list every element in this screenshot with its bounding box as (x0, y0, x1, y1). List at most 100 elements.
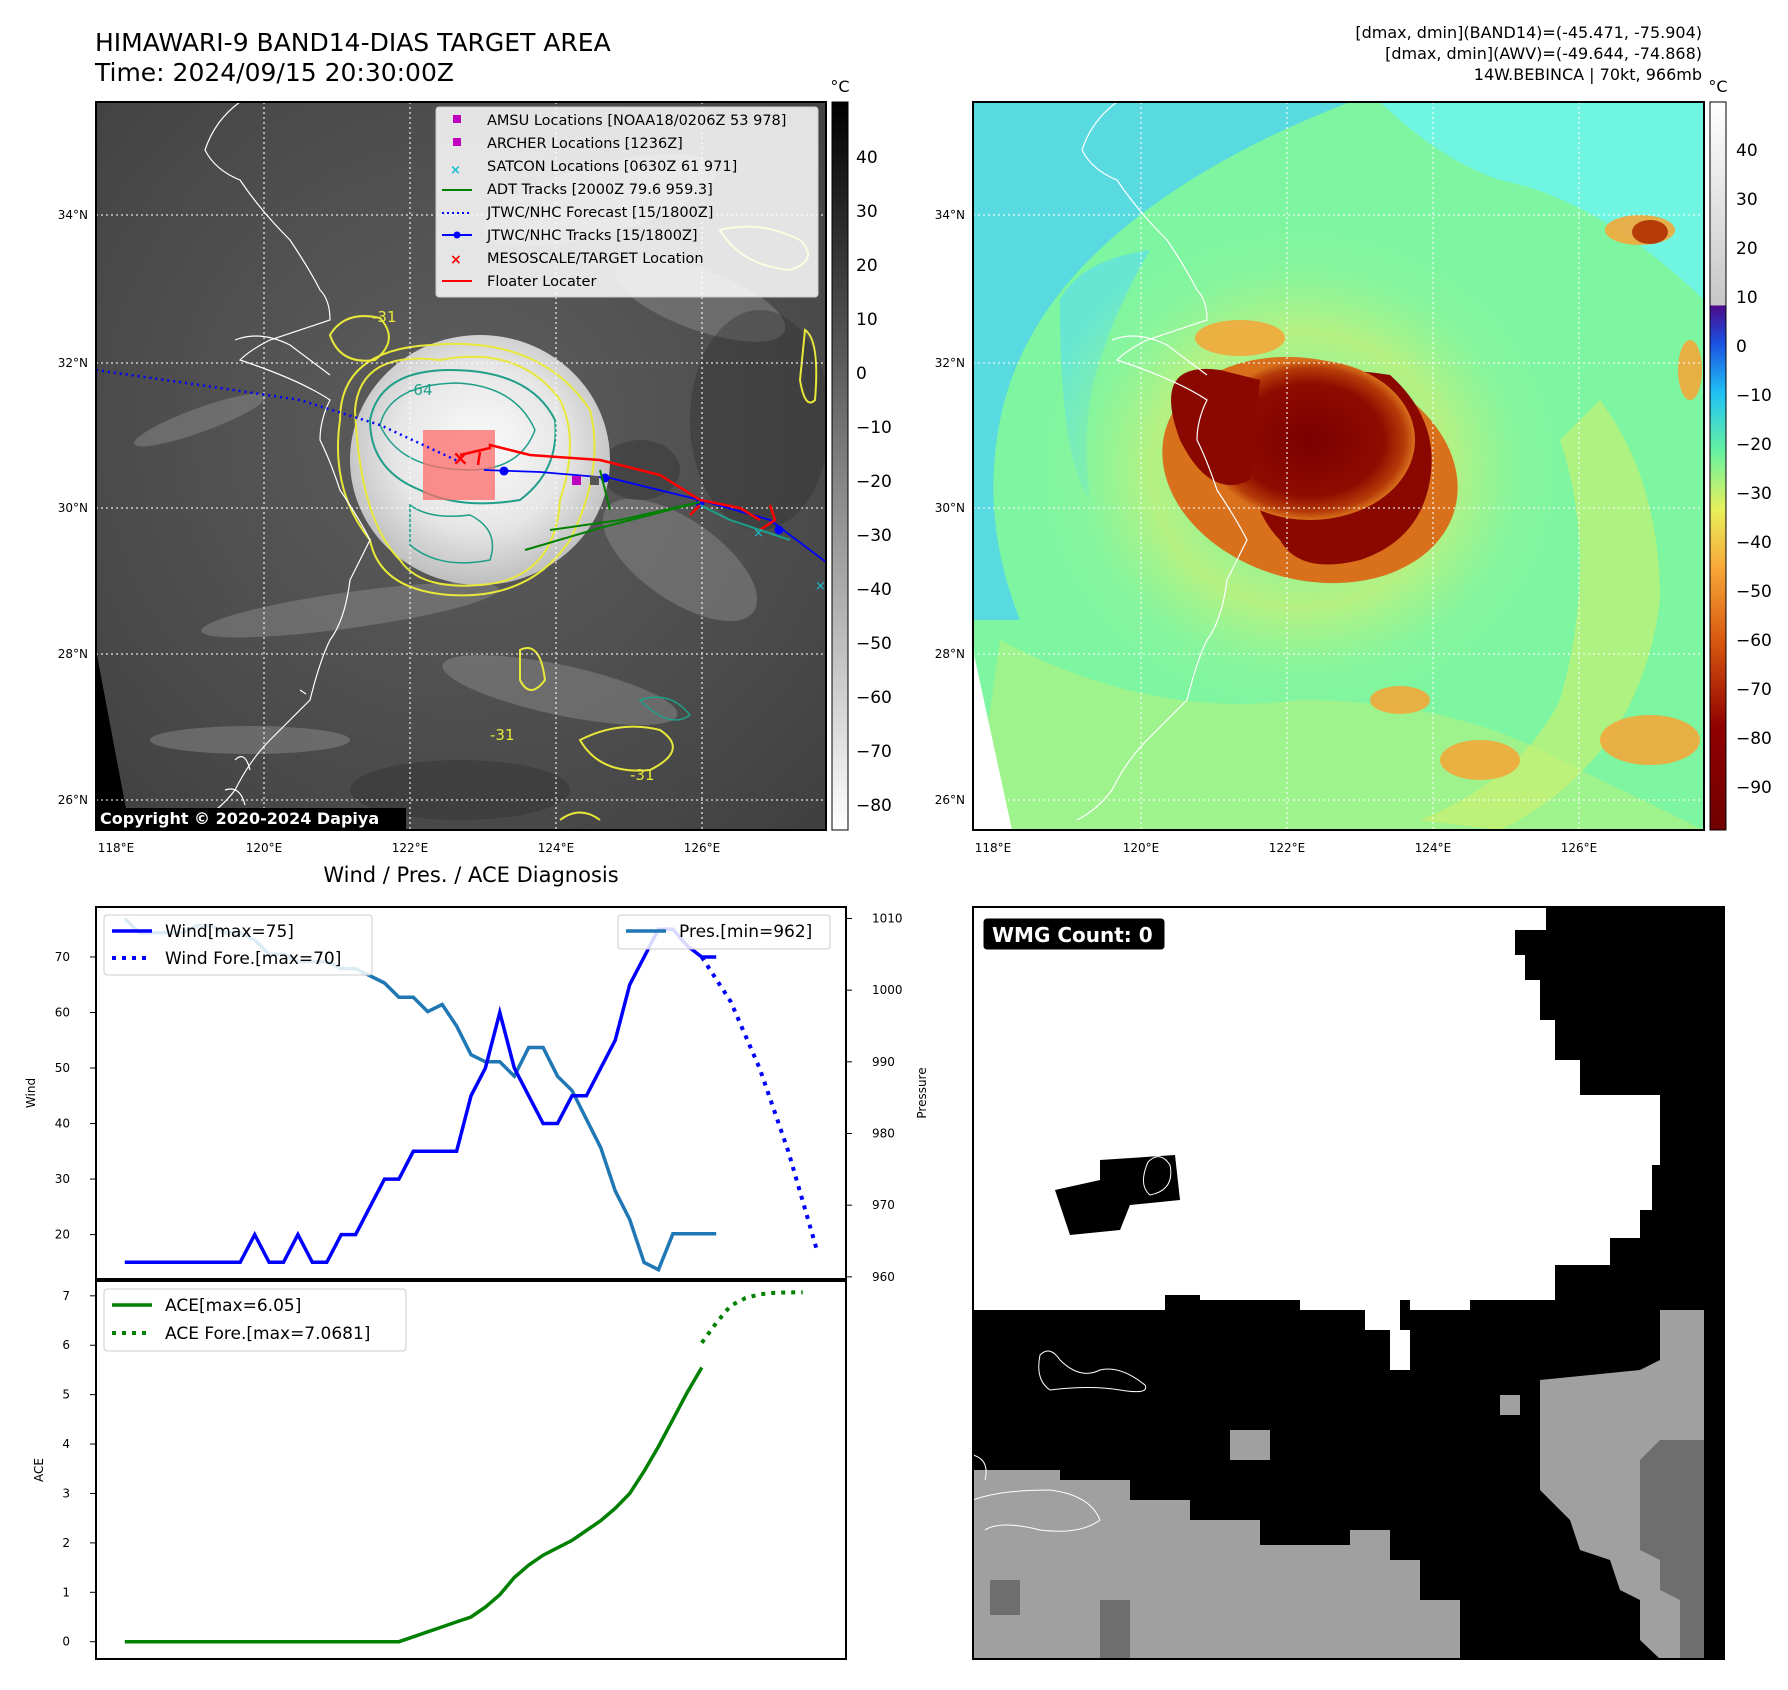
legend-label: AMSU Locations [NOAA18/0206Z 53 978] (487, 113, 786, 129)
lat-tick-label: 34°N (58, 208, 88, 222)
legend-label: ACE[max=6.05] (165, 1296, 301, 1316)
colorbar-tick: −60 (1736, 631, 1772, 651)
lon-tick-label: 124°E (1415, 841, 1452, 855)
wind-legend: Wind[max=75] Wind Fore.[max=70] (103, 914, 373, 976)
wmg-panel (973, 907, 1724, 1659)
colorbar-tick: −50 (856, 634, 892, 654)
wind-axis-ticks: 70 60 50 40 30 20 (55, 950, 96, 1242)
tick-label: 960 (872, 1270, 895, 1284)
legend-label: JTWC/NHC Tracks [15/1800Z] (486, 228, 698, 244)
legend-label: Wind Fore.[max=70] (165, 949, 341, 969)
ace-plot: 7 6 5 4 3 2 1 0 ACE ACE[max=6.05] ACE Fore.[max… (32, 1280, 847, 1660)
colorbar-tick: 0 (1736, 337, 1747, 357)
legend-label: MESOSCALE/TARGET Location (487, 251, 704, 267)
colorbar-unit: °C (830, 77, 849, 96)
awv-lon-ticks: 118°E 120°E 122°E 124°E 126°E (975, 841, 1598, 855)
tick-label: 6 (62, 1338, 70, 1352)
colorbar-tick: −50 (1736, 582, 1772, 602)
svg-text:×: × (815, 579, 826, 594)
colorbar-tick: −70 (1736, 680, 1772, 700)
lat-tick-label: 28°N (935, 647, 965, 661)
ace-axis-label: ACE (32, 1458, 46, 1482)
colorbar-tick: 40 (1736, 141, 1758, 161)
storm-info-text: 14W.BEBINCA | 70kt, 966mb (1474, 65, 1702, 84)
colorbar-tick: −40 (856, 580, 892, 600)
colorbar-tick: −40 (1736, 533, 1772, 553)
lon-tick-label: 122°E (1269, 841, 1306, 855)
ace-forecast-line (700, 1290, 803, 1344)
wind-axis-label: Wind (24, 1078, 38, 1108)
lat-tick-label: 28°N (58, 647, 88, 661)
lat-tick-label: 30°N (935, 501, 965, 515)
colorbar-tick: −20 (856, 472, 892, 492)
svg-text:×: × (452, 446, 469, 470)
ir-lat-ticks: 34°N 32°N 30°N 28°N 26°N (58, 208, 88, 807)
colorbar-tick: 40 (856, 148, 878, 168)
colorbar-tick: −70 (856, 742, 892, 762)
lat-tick-label: 34°N (935, 208, 965, 222)
awv-lat-ticks: 34°N 32°N 30°N 28°N 26°N (935, 208, 965, 807)
tick-label: 3 (62, 1486, 70, 1500)
contour-label: -31 (630, 766, 655, 784)
diagnosis-title: Wind / Pres. / ACE Diagnosis (323, 863, 618, 887)
colorbar-tick: −10 (1736, 386, 1772, 406)
figure-title: HIMAWARI-9 BAND14-DIAS TARGET AREA (95, 28, 611, 57)
colorbar-tick: −30 (1736, 484, 1772, 504)
wmg-panel-frame (972, 906, 1725, 1660)
tick-label: 980 (872, 1126, 895, 1140)
tick-label: 1 (62, 1585, 70, 1599)
tick-label: 30 (55, 1172, 70, 1186)
legend-label: JTWC/NHC Forecast [15/1800Z] (486, 205, 713, 221)
svg-text:×: × (753, 526, 764, 541)
pressure-axis-label: Pressure (915, 1067, 929, 1118)
colorbar-tick: 10 (856, 310, 878, 330)
legend-label: Pres.[min=962] (679, 922, 812, 942)
tick-label: 1010 (872, 911, 903, 925)
tick-label: 70 (55, 950, 70, 964)
legend-label: ARCHER Locations [1236Z] (487, 136, 683, 152)
tick-label: 970 (872, 1198, 895, 1212)
wmg-count-badge (982, 917, 1166, 951)
tick-label: 2 (62, 1536, 70, 1550)
lon-tick-label: 120°E (1123, 841, 1160, 855)
ace-axis-ticks: 7 6 5 4 3 2 1 0 (62, 1289, 96, 1649)
lon-tick-label: 120°E (246, 841, 283, 855)
legend-label: Wind[max=75] (165, 922, 294, 942)
awv-range-text: [dmax, dmin](AWV)=(-49.644, -74.868) (1385, 44, 1702, 63)
lat-tick-label: 32°N (58, 356, 88, 370)
ir-panel-frame (95, 101, 827, 831)
legend-label: ADT Tracks [2000Z 79.6 959.3] (487, 182, 713, 198)
figure-time: Time: 2024/09/15 20:30:00Z (94, 58, 454, 87)
legend-marker (453, 115, 461, 123)
lon-tick-label: 126°E (684, 841, 721, 855)
tick-label: 40 (55, 1117, 70, 1131)
colorbar-tick: −20 (1736, 435, 1772, 455)
wind-pressure-plot: 70 60 50 40 30 20 1010 1000 990 980 970 960 Wind P… (24, 906, 929, 1284)
colorbar-tick: 30 (856, 202, 878, 222)
colorbar-tick: −60 (856, 688, 892, 708)
copyright-text: Copyright © 2020-2024 Dapiya (100, 809, 379, 828)
legend-marker: × (450, 252, 462, 268)
wind-series-line (124, 927, 717, 1265)
copyright-badge (96, 808, 406, 830)
wind-plot-frame (95, 906, 847, 1280)
contour-label: -31 (372, 308, 397, 326)
tick-label: 4 (62, 1437, 70, 1451)
colorbar-tick: −80 (856, 796, 892, 816)
lat-tick-label: 26°N (935, 793, 965, 807)
colorbar-tick: 20 (1736, 239, 1758, 259)
legend-marker: × (450, 163, 461, 178)
tick-label: 20 (55, 1228, 70, 1242)
lat-tick-label: 26°N (58, 793, 88, 807)
legend-label: Floater Locater (487, 274, 596, 290)
wmg-count-text: WMG Count: 0 (992, 923, 1153, 947)
lat-tick-label: 30°N (58, 501, 88, 515)
tick-label: 1000 (872, 983, 903, 997)
ace-plot-frame (95, 1280, 847, 1660)
colorbar-tick: 20 (856, 256, 878, 276)
colorbar-tick: −30 (856, 526, 892, 546)
colorbar-tick: 10 (1736, 288, 1758, 308)
lon-tick-label: 122°E (392, 841, 429, 855)
awv-colorbar: °C 40 30 20 10 0 −10 −20 −30 −40 −50 −60… (1708, 77, 1772, 831)
